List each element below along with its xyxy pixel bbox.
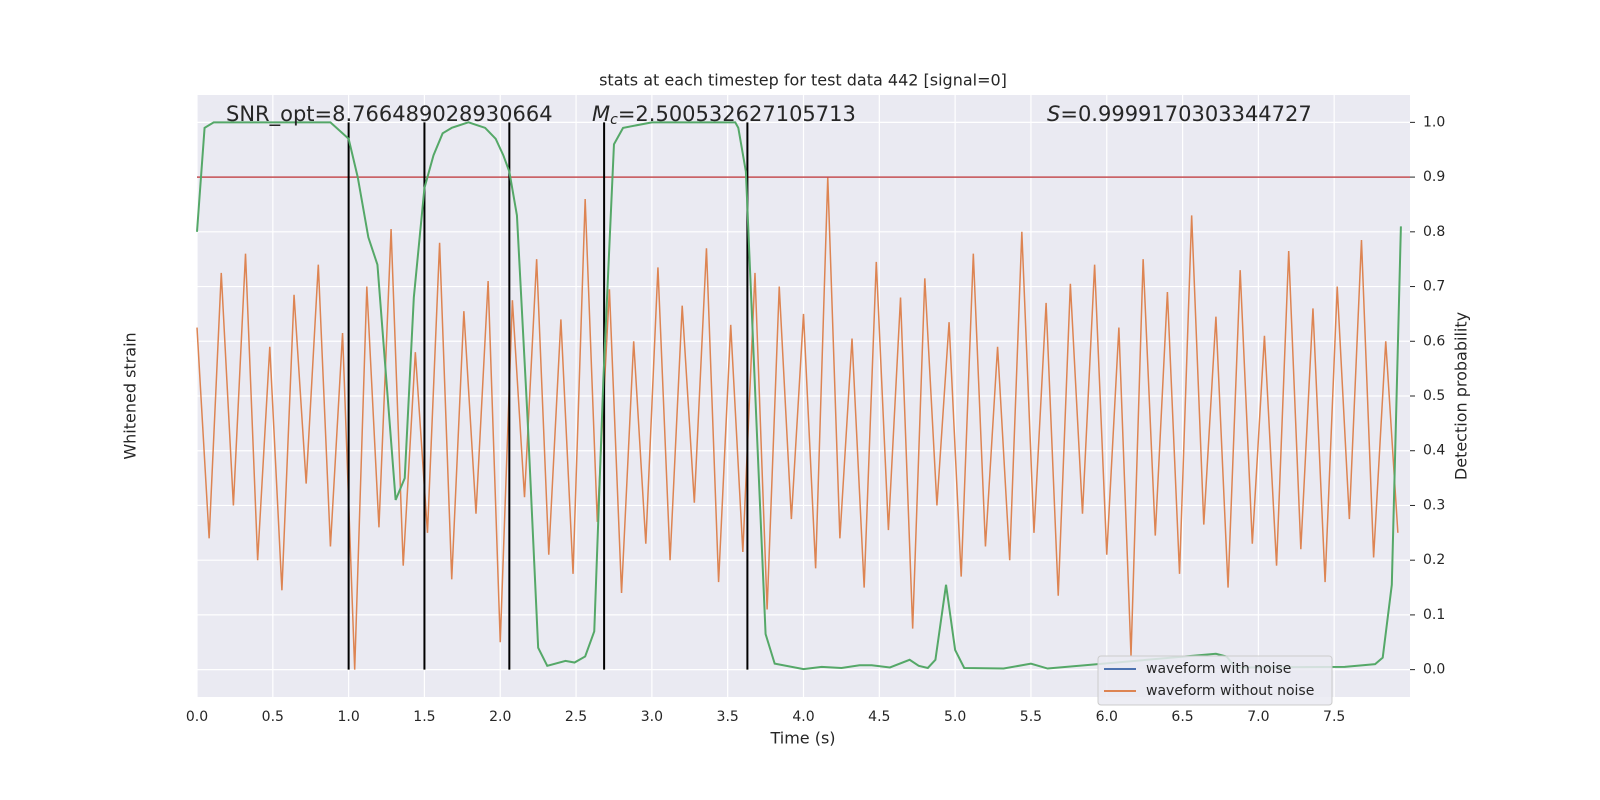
legend-label: waveform without noise bbox=[1146, 683, 1314, 699]
y2-tick-label: 0.1 bbox=[1423, 607, 1445, 623]
y-axis-label: Whitened strain bbox=[121, 332, 140, 459]
x-tick-label: 1.0 bbox=[337, 709, 359, 725]
mc-subscript: c bbox=[610, 112, 618, 128]
x-tick-label: 4.0 bbox=[792, 709, 814, 725]
x-tick-label: 0.0 bbox=[186, 709, 208, 725]
x-tick-label: 4.5 bbox=[868, 709, 890, 725]
legend-label: waveform with noise bbox=[1146, 661, 1291, 677]
mc-symbol: M bbox=[592, 102, 610, 126]
snr-annotation: SNR_opt=8.766489028930664 bbox=[226, 102, 553, 127]
y2-tick-label: 0.4 bbox=[1423, 443, 1445, 459]
x-tick-label: 3.0 bbox=[641, 709, 663, 725]
chart-title: stats at each timestep for test data 442… bbox=[599, 71, 1007, 90]
y2-tick-label: 0.6 bbox=[1423, 333, 1445, 349]
y2-tick-label: 0.7 bbox=[1423, 279, 1445, 295]
x-tick-label: 3.5 bbox=[717, 709, 739, 725]
x-tick-label: 6.0 bbox=[1096, 709, 1118, 725]
y2-tick-label: 1.0 bbox=[1423, 114, 1445, 130]
marks bbox=[196, 121, 1410, 671]
y2-tick-label: 0.5 bbox=[1423, 388, 1445, 404]
s-annotation: S=0.9999170303344727 bbox=[1047, 102, 1312, 126]
mc-annotation: Mc=2.500532627105713 bbox=[592, 102, 856, 128]
probability-line bbox=[196, 121, 1402, 671]
x-tick-label: 6.5 bbox=[1171, 709, 1193, 725]
y2-tick-label: 0.0 bbox=[1423, 662, 1445, 678]
y2-tick-label: 0.3 bbox=[1423, 497, 1445, 513]
legend: waveform with noise waveform without nois… bbox=[1097, 655, 1333, 706]
x-tick-label: 2.0 bbox=[489, 709, 511, 725]
x-tick-label: 7.0 bbox=[1247, 709, 1269, 725]
mc-value: =2.500532627105713 bbox=[618, 102, 856, 126]
x-tick-label: 0.5 bbox=[262, 709, 284, 725]
x-tick-label: 2.5 bbox=[565, 709, 587, 725]
y2-tick-label: 0.9 bbox=[1423, 169, 1445, 185]
x-tick-label: 5.0 bbox=[944, 709, 966, 725]
s-symbol: S bbox=[1047, 102, 1060, 126]
strain-line bbox=[196, 177, 1399, 670]
y2-tick-label: 0.8 bbox=[1423, 224, 1445, 240]
s-value: =0.9999170303344727 bbox=[1060, 102, 1311, 126]
x-tick-label: 5.5 bbox=[1020, 709, 1042, 725]
x-axis-label: Time (s) bbox=[769, 729, 835, 748]
legend-box bbox=[1097, 655, 1333, 706]
y2-tick-label: 0.2 bbox=[1423, 552, 1445, 568]
y2-axis-label: Detection probability bbox=[1452, 312, 1471, 480]
x-tick-label: 7.5 bbox=[1323, 709, 1345, 725]
x-tick-label: 1.5 bbox=[413, 709, 435, 725]
